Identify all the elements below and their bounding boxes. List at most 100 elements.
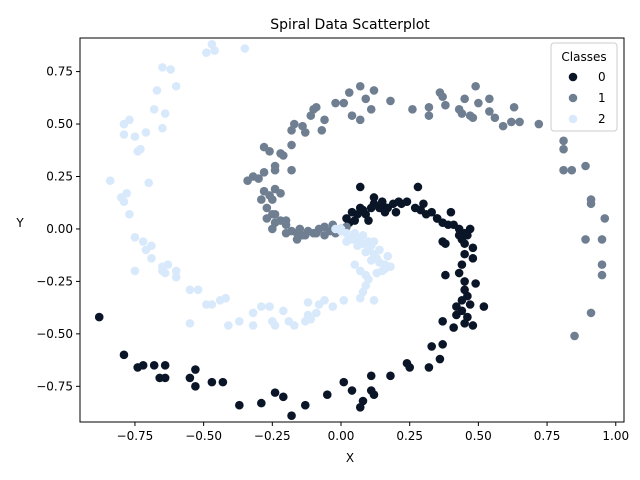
data-point-class-0	[207, 377, 217, 387]
data-point-class-2	[119, 130, 129, 139]
data-point-class-2	[240, 44, 250, 53]
data-point-class-2	[185, 285, 195, 295]
data-point-class-1	[259, 186, 269, 196]
data-point-class-2	[149, 105, 159, 114]
data-point-class-1	[259, 168, 269, 177]
data-point-class-1	[498, 121, 508, 131]
data-point-class-2	[147, 241, 156, 251]
data-point-class-1	[262, 214, 272, 223]
data-point-class-1	[460, 94, 469, 104]
data-point-class-1	[317, 126, 327, 135]
data-point-class-1	[366, 105, 376, 114]
data-point-class-2	[193, 285, 203, 295]
y-tick-label: 0.25	[46, 169, 73, 183]
data-point-class-0	[427, 207, 436, 217]
data-point-class-0	[155, 373, 164, 383]
data-point-class-1	[586, 308, 596, 318]
data-point-class-1	[265, 147, 274, 156]
data-point-class-2	[171, 272, 181, 282]
data-point-class-2	[265, 302, 274, 311]
data-point-class-1	[339, 98, 349, 108]
data-point-class-0	[191, 365, 200, 374]
data-point-class-0	[347, 386, 357, 395]
data-point-class-1	[287, 140, 296, 150]
data-point-class-2	[125, 209, 134, 219]
data-point-class-0	[460, 277, 469, 286]
x-tick-label: 0.25	[396, 429, 423, 443]
data-point-class-0	[119, 350, 129, 360]
data-point-class-2	[311, 308, 321, 318]
data-point-class-1	[438, 92, 447, 102]
data-point-class-1	[597, 260, 607, 269]
data-point-class-0	[460, 239, 469, 248]
data-point-class-1	[257, 195, 266, 204]
data-point-class-2	[361, 247, 371, 257]
data-point-class-0	[452, 310, 461, 320]
data-point-class-1	[276, 188, 285, 198]
data-point-class-0	[419, 199, 428, 209]
data-point-class-0	[468, 243, 478, 253]
data-point-class-0	[355, 403, 365, 412]
data-point-class-0	[457, 296, 467, 305]
data-point-class-0	[185, 373, 195, 383]
data-point-class-1	[515, 117, 524, 127]
data-point-class-0	[427, 342, 436, 351]
data-point-class-1	[597, 235, 607, 244]
y-tick-label: −0.50	[36, 327, 73, 341]
y-tick-label: −0.25	[36, 274, 73, 288]
data-point-class-0	[94, 312, 104, 322]
data-point-class-0	[235, 400, 244, 410]
data-point-class-0	[441, 270, 450, 280]
legend-box	[550, 42, 618, 132]
data-point-class-0	[369, 193, 379, 202]
data-point-class-1	[597, 270, 607, 280]
plot-frame	[79, 37, 625, 423]
data-point-class-2	[130, 132, 140, 141]
data-point-class-1	[281, 216, 291, 225]
data-point-class-0	[270, 388, 280, 397]
data-point-class-0	[449, 323, 458, 332]
data-point-class-1	[509, 102, 519, 112]
data-point-class-2	[122, 188, 132, 198]
data-point-class-1	[355, 115, 365, 125]
data-point-class-2	[202, 48, 211, 57]
data-point-class-1	[361, 94, 371, 104]
data-point-class-1	[369, 86, 379, 95]
data-point-class-0	[391, 207, 401, 217]
data-point-class-1	[331, 98, 340, 108]
data-point-class-1	[474, 98, 483, 108]
data-point-class-0	[468, 254, 478, 263]
data-point-class-2	[383, 251, 393, 261]
data-point-class-1	[485, 94, 494, 104]
data-point-class-1	[344, 88, 354, 97]
legend-marker-class-1	[568, 93, 578, 103]
data-point-class-2	[105, 176, 115, 185]
legend-label-class-1: 1	[598, 91, 606, 105]
data-point-class-0	[355, 182, 365, 192]
data-point-class-1	[570, 331, 579, 341]
data-point-class-2	[166, 65, 175, 74]
data-point-class-1	[559, 165, 568, 175]
data-point-class-1	[347, 111, 357, 120]
data-point-class-1	[270, 209, 280, 219]
data-point-class-2	[270, 321, 280, 330]
data-point-class-2	[160, 109, 170, 118]
data-point-class-2	[284, 316, 294, 326]
data-point-class-2	[224, 321, 233, 330]
data-point-class-0	[380, 207, 390, 217]
data-point-class-2	[136, 144, 145, 154]
y-tick-label: −0.75	[36, 379, 73, 393]
legend: Classes 0 1 2	[550, 42, 618, 132]
legend-marker-class-0	[568, 72, 578, 82]
data-point-class-0	[191, 382, 200, 391]
data-point-class-1	[424, 102, 434, 112]
data-point-class-0	[432, 214, 442, 223]
data-point-class-2	[158, 63, 167, 72]
data-point-class-1	[355, 81, 365, 91]
data-point-class-0	[465, 300, 475, 309]
data-point-class-0	[287, 411, 296, 421]
data-point-class-1	[581, 161, 590, 171]
data-point-class-1	[298, 121, 307, 131]
data-point-class-2	[152, 86, 162, 95]
